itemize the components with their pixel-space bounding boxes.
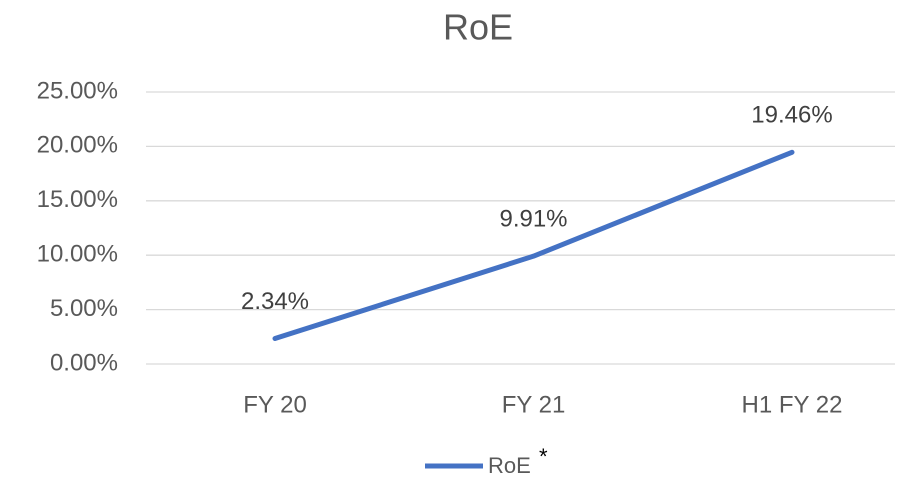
data-label: 9.91% [499,206,567,233]
x-tick-label: H1 FY 22 [742,391,843,418]
x-tick-label: FY 20 [243,391,307,418]
legend-note: * [539,444,548,469]
y-tick-label: 5.00% [50,295,118,322]
data-label: 2.34% [241,288,309,315]
y-tick-label: 10.00% [37,241,118,268]
x-tick-label: FY 21 [502,391,566,418]
legend-label: RoE [488,453,531,478]
y-tick-label: 20.00% [37,132,118,159]
data-label: 19.46% [751,102,832,129]
y-tick-label: 15.00% [37,186,118,213]
y-tick-label: 0.00% [50,349,118,376]
series-line [272,149,795,342]
y-tick-label: 25.00% [37,77,118,104]
chart-title: RoE [443,7,513,48]
